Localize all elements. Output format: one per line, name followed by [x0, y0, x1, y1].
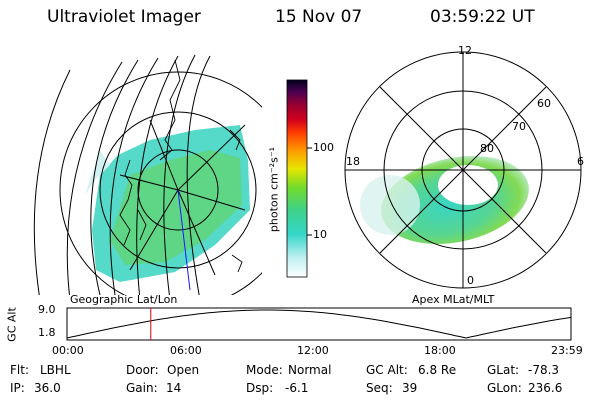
mode-value: Normal: [288, 363, 332, 377]
mlat-label-70: 70: [512, 120, 526, 133]
time-tick-0000: 00:00: [52, 344, 84, 357]
time-tick-1800: 18:00: [424, 344, 456, 357]
time-tick-0600: 06:00: [170, 344, 202, 357]
glon-value: 236.6: [528, 381, 563, 395]
altitude-track: [66, 309, 572, 339]
gc-alt-axis-label: GC Alt: [5, 307, 19, 342]
time-tick-1200: 12:00: [297, 344, 329, 357]
time-label: 03:59:22 UT: [430, 7, 535, 27]
geographic-map: [33, 54, 262, 295]
time-tick-2359: 23:59: [551, 344, 583, 357]
flt-label: Flt:: [10, 363, 29, 377]
gcalt-value: 6.8 Re: [418, 363, 457, 377]
altitude-plot: [66, 307, 572, 341]
ip-label: IP:: [10, 381, 25, 395]
mlt-label-12: 12: [458, 44, 472, 57]
alt-tick-low: 1.8: [38, 326, 56, 339]
gcalt-label: GC Alt:: [366, 363, 408, 377]
glat-label: GLat:: [487, 363, 520, 377]
glat-value: -78.3: [528, 363, 560, 377]
door-label: Door:: [126, 363, 159, 377]
colorbar: [286, 79, 312, 278]
colorbar-tick-10: 10: [313, 228, 327, 241]
gain-label: Gain:: [126, 381, 158, 395]
date-label: 15 Nov 07: [275, 7, 363, 27]
colorbar-tick-100: 100: [313, 141, 334, 154]
mlt-label-18: 18: [346, 155, 360, 168]
gain-value: 14: [166, 381, 182, 395]
colorbar-units: photon cm⁻²s⁻¹: [267, 146, 281, 233]
polar-caption: Apex MLat/MLT: [412, 293, 495, 306]
seq-value: 39: [402, 381, 418, 395]
seq-label: Seq:: [366, 381, 393, 395]
instrument-title: Ultraviolet Imager: [47, 7, 201, 27]
alt-tick-high: 9.0: [38, 303, 56, 316]
polar-map: [344, 51, 582, 289]
mlat-label-60: 60: [537, 97, 551, 110]
door-value: Open: [167, 363, 200, 377]
dsp-label: Dsp:: [246, 381, 274, 395]
dsp-value: -6.1: [285, 381, 309, 395]
mlt-label-0: 0: [467, 274, 474, 287]
ip-value: 36.0: [34, 381, 61, 395]
glon-label: GLon:: [487, 381, 522, 395]
mlt-label-6: 6: [577, 155, 584, 168]
mlat-label-80: 80: [480, 142, 494, 155]
flt-value: LBHL: [40, 363, 71, 377]
geographic-caption: Geographic Lat/Lon: [70, 293, 178, 306]
mode-label: Mode:: [246, 363, 283, 377]
